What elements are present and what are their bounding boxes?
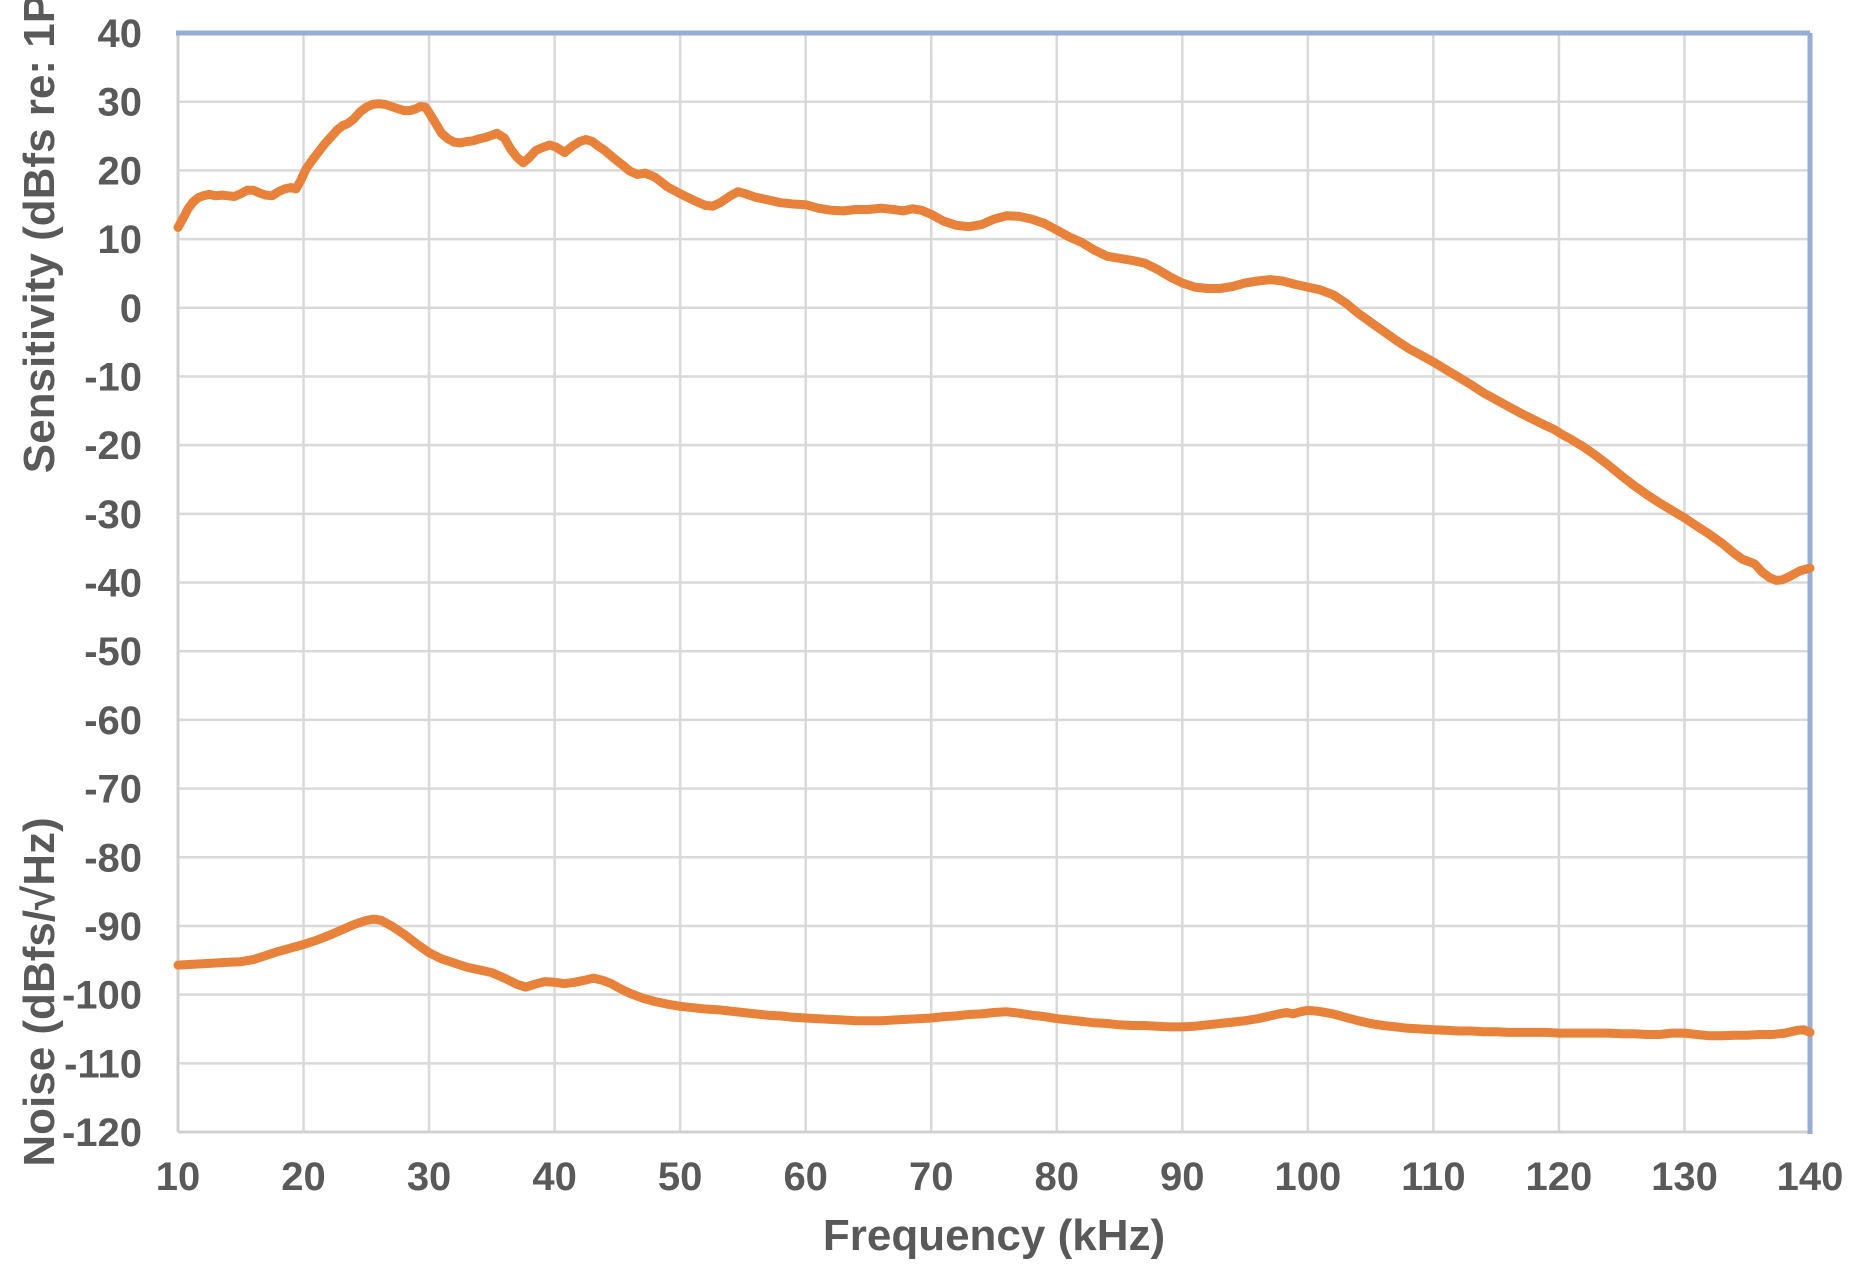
svg-text:120: 120	[1526, 1155, 1593, 1199]
svg-text:-120: -120	[62, 1111, 142, 1155]
svg-text:70: 70	[909, 1155, 954, 1199]
svg-text:0: 0	[120, 287, 142, 331]
svg-text:140: 140	[1777, 1155, 1844, 1199]
svg-text:80: 80	[1035, 1155, 1080, 1199]
svg-text:-20: -20	[84, 424, 142, 468]
svg-text:-80: -80	[84, 836, 142, 880]
x-tick-labels: 10 20 30 40 50 60 70 80 90 100 110 120 130 140	[156, 1155, 1844, 1199]
y-axis-title-sensitivity: Sensitivity (dBfs re: 1Pa)	[15, 0, 64, 474]
svg-text:20: 20	[281, 1155, 326, 1199]
svg-text:40: 40	[532, 1155, 577, 1199]
x-axis-title: Frequency (kHz)	[822, 1211, 1166, 1260]
svg-text:-10: -10	[84, 355, 142, 399]
svg-text:110: 110	[1401, 1155, 1466, 1199]
svg-text:130: 130	[1651, 1155, 1718, 1199]
svg-text:-30: -30	[84, 493, 142, 537]
sensitivity-curve	[173, 99, 1815, 585]
svg-text:10: 10	[98, 218, 143, 262]
svg-text:-50: -50	[84, 630, 142, 674]
svg-text:-110: -110	[64, 1042, 142, 1086]
svg-text:40: 40	[98, 12, 143, 56]
svg-text:10: 10	[156, 1155, 201, 1199]
svg-text:100: 100	[1274, 1155, 1341, 1199]
svg-text:-70: -70	[84, 768, 142, 812]
gridlines	[178, 33, 1810, 1132]
svg-text:30: 30	[98, 81, 143, 125]
svg-text:-60: -60	[84, 699, 142, 743]
axis-lines	[176, 33, 1810, 1134]
svg-text:-40: -40	[84, 562, 142, 606]
svg-text:-100: -100	[62, 974, 142, 1018]
svg-text:30: 30	[407, 1155, 452, 1199]
y-tick-labels: 40 30 20 10 0 -10 -20 -30 -40 -50 -60 -70 -80 -90 -100…	[62, 12, 142, 1155]
svg-text:50: 50	[658, 1155, 703, 1199]
svg-text:60: 60	[783, 1155, 828, 1199]
plot-border-top-right	[176, 30, 1813, 1134]
svg-text:-90: -90	[84, 905, 142, 949]
svg-text:20: 20	[98, 149, 143, 193]
y-axis-title-noise: Noise (dBfs/√Hz)	[15, 817, 64, 1167]
svg-text:90: 90	[1160, 1155, 1205, 1199]
noise-curve	[173, 914, 1815, 1041]
